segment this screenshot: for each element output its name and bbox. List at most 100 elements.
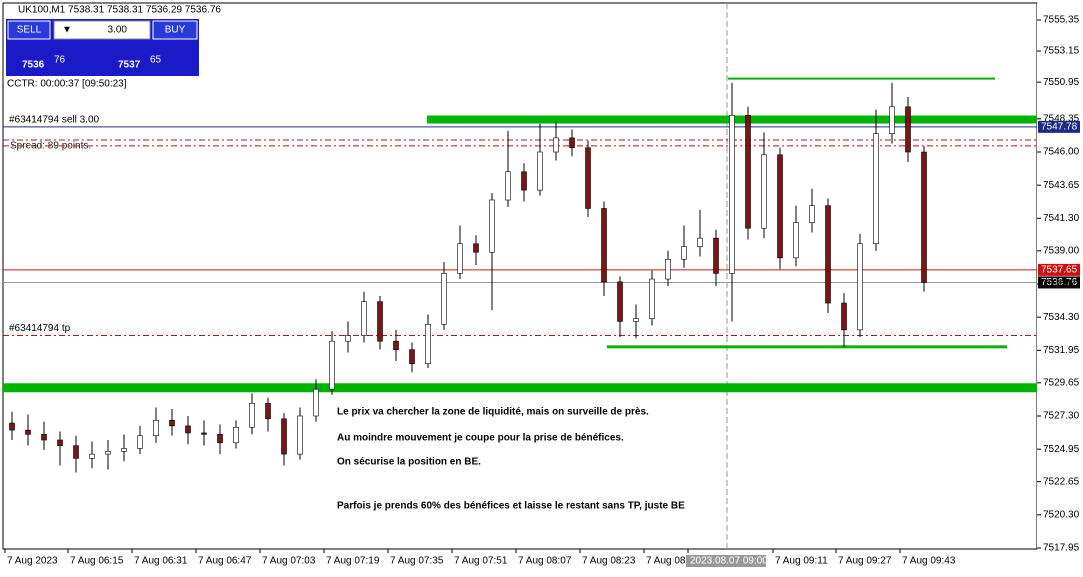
candle-body bbox=[265, 402, 271, 420]
candle-body bbox=[249, 402, 255, 428]
candle-body bbox=[857, 243, 863, 331]
chart-title: UK100,M1 7538.31 7538.31 7536.29 7536.76 bbox=[18, 5, 221, 16]
candle-body bbox=[185, 425, 191, 434]
bid-big: 7536 bbox=[22, 60, 45, 71]
y-tick-label: 7543.65 bbox=[1043, 180, 1080, 191]
x-label-highlight bbox=[686, 555, 766, 567]
candle-body bbox=[841, 302, 847, 331]
volume-arrow: ▼ bbox=[62, 25, 72, 36]
candle-body bbox=[665, 258, 671, 280]
candle-body bbox=[873, 133, 879, 245]
candle-body bbox=[393, 340, 399, 350]
candle-body bbox=[585, 147, 591, 209]
y-tick-label: 7550.95 bbox=[1043, 77, 1080, 88]
y-tick-label: 7531.95 bbox=[1043, 345, 1080, 356]
y-tick-label: 7555.35 bbox=[1043, 15, 1080, 26]
x-tick-label: 7 Aug 07:03 bbox=[262, 556, 316, 567]
y-tick-label: 7520.30 bbox=[1043, 509, 1080, 520]
sell-label: SELL bbox=[17, 25, 42, 36]
candle-body bbox=[521, 171, 527, 191]
x-tick-label: 7 Aug 07:35 bbox=[390, 556, 444, 567]
x-tick-label: 7 Aug 2023 bbox=[7, 556, 58, 567]
x-tick-label: 7 Aug 07:51 bbox=[454, 556, 508, 567]
x-tick-label: 2023.08.07 09:00 bbox=[690, 556, 768, 567]
candle-body bbox=[377, 301, 383, 342]
candle-body bbox=[121, 448, 127, 452]
price-tag-label: 7547.78 bbox=[1041, 122, 1078, 133]
x-tick-label: 7 Aug 08:3 bbox=[646, 556, 694, 567]
candle-body bbox=[617, 281, 623, 322]
x-tick-label: 7 Aug 07:19 bbox=[326, 556, 380, 567]
candle-body bbox=[345, 335, 351, 342]
y-tick-label: 7553.15 bbox=[1043, 46, 1080, 57]
candle-body bbox=[553, 137, 559, 153]
x-tick-label: 7 Aug 08:07 bbox=[518, 556, 572, 567]
candle-body bbox=[297, 415, 303, 455]
candle-body bbox=[745, 114, 751, 229]
candle-body bbox=[473, 243, 479, 253]
candle-body bbox=[89, 453, 95, 459]
candle-body bbox=[889, 106, 895, 134]
y-axis-panel bbox=[1037, 3, 1083, 549]
candle-body bbox=[649, 278, 655, 319]
ask-small: 65 bbox=[150, 55, 162, 66]
candle-body bbox=[825, 205, 831, 304]
support-level bbox=[607, 345, 1007, 349]
bid-small: 76 bbox=[54, 55, 66, 66]
candle-body bbox=[313, 388, 319, 417]
price-tag-label: 7536.76 bbox=[1041, 277, 1078, 288]
annotation: Au moindre mouvement je coupe pour la pr… bbox=[337, 433, 624, 444]
candle-body bbox=[537, 151, 543, 191]
candle-body bbox=[233, 426, 239, 444]
y-tick-label: 7524.95 bbox=[1043, 444, 1080, 455]
plot-frame bbox=[2, 2, 1038, 550]
buy-button[interactable] bbox=[152, 20, 198, 40]
x-tick-label: 7 Aug 06:31 bbox=[134, 556, 188, 567]
price-tag bbox=[1038, 276, 1080, 289]
support-level bbox=[728, 77, 995, 80]
candle-body bbox=[681, 246, 687, 260]
y-tick-label: 7541.30 bbox=[1043, 213, 1080, 224]
x-tick-label: 7 Aug 09:27 bbox=[838, 556, 892, 567]
candle-body bbox=[41, 434, 47, 441]
candle-body bbox=[809, 205, 815, 223]
y-tick-label: 7536.65 bbox=[1043, 279, 1080, 290]
candle-body bbox=[601, 208, 607, 283]
candle-body bbox=[9, 422, 15, 431]
candle-body bbox=[361, 301, 367, 336]
y-tick-label: 7527.30 bbox=[1043, 411, 1080, 422]
candle-body bbox=[105, 450, 111, 455]
candle-body bbox=[409, 349, 415, 365]
buy-label: BUY bbox=[165, 25, 186, 36]
x-tick-label: 7 Aug 08:23 bbox=[582, 556, 636, 567]
candle-body bbox=[153, 419, 159, 437]
candle-body bbox=[441, 273, 447, 325]
support-level bbox=[3, 383, 1037, 393]
order-label: #63414794 tp bbox=[9, 323, 71, 334]
price-tag bbox=[1038, 120, 1080, 133]
annotation: On sécurise la position en BE. bbox=[337, 457, 481, 468]
annotation: Parfois je prends 60% des bénéfices et l… bbox=[337, 501, 685, 512]
candle-body bbox=[281, 418, 287, 455]
volume: 3.00 bbox=[108, 25, 128, 36]
x-tick-label: 7 Aug 06:47 bbox=[198, 556, 252, 567]
volume-input[interactable] bbox=[53, 20, 151, 40]
price-tag bbox=[1038, 263, 1080, 276]
candle-body bbox=[697, 237, 703, 247]
candle-body bbox=[329, 340, 335, 390]
price-tag-label: 7537.65 bbox=[1041, 265, 1078, 276]
candle-body bbox=[905, 106, 911, 153]
x-tick-label: 7 Aug 06:15 bbox=[70, 556, 124, 567]
candle-body bbox=[793, 222, 799, 259]
y-tick-label: 7529.65 bbox=[1043, 377, 1080, 388]
sell-button[interactable] bbox=[7, 20, 51, 40]
trade-panel: SELL ▼ 3.00 BUY 7536 76 7537 65 bbox=[6, 19, 199, 76]
candle-body bbox=[425, 323, 431, 365]
x-tick-label: 7 Aug 09:43 bbox=[902, 556, 956, 567]
x-tick-label: 7 Aug 09:11 bbox=[775, 556, 828, 567]
candle-body bbox=[633, 318, 639, 322]
y-tick-label: 7539.00 bbox=[1043, 245, 1080, 256]
candle-body bbox=[761, 154, 767, 229]
